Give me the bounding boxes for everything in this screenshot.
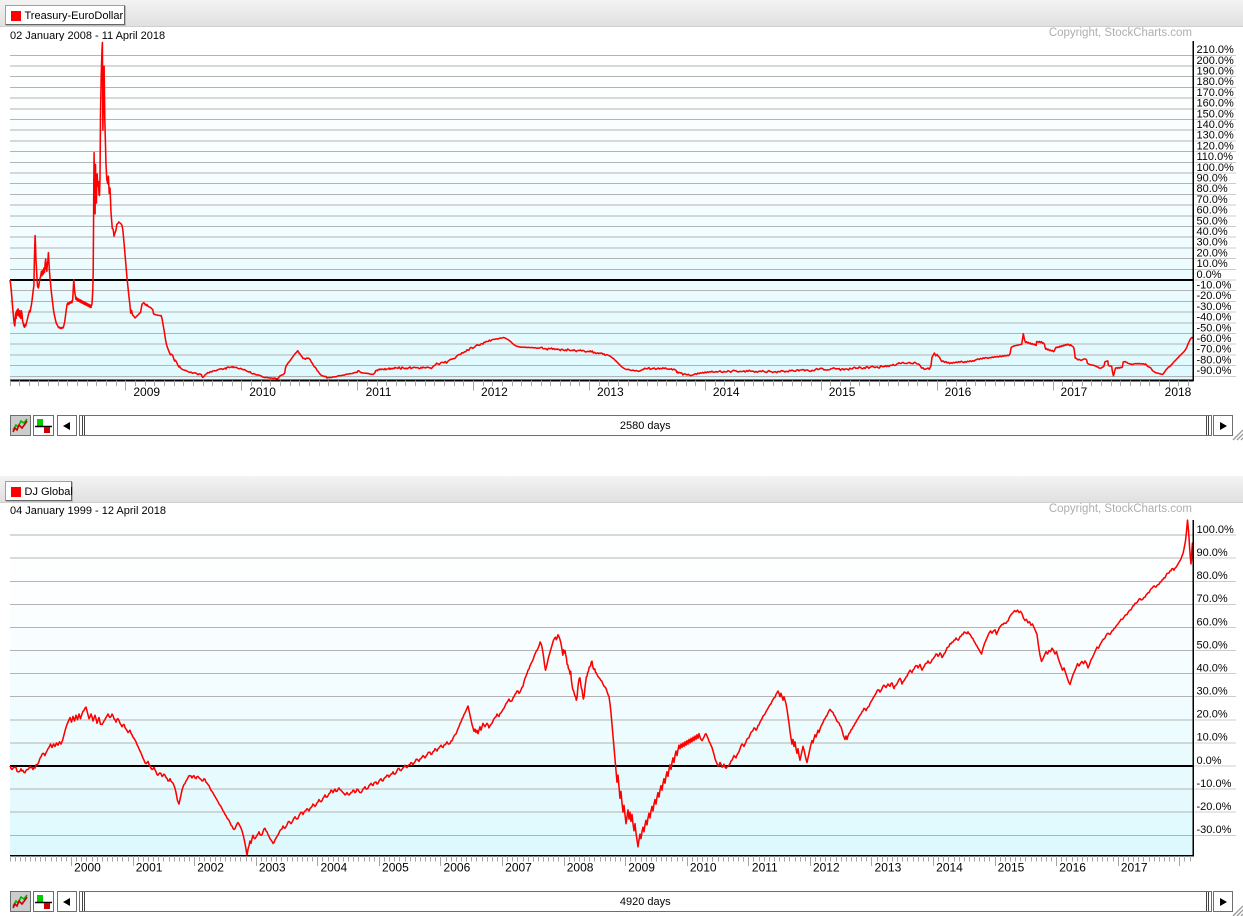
svg-text:2012: 2012 [481,385,508,399]
svg-text:2002: 2002 [197,860,224,874]
svg-text:2014: 2014 [936,860,963,874]
svg-text:-70.0%: -70.0% [1197,344,1232,356]
svg-text:200.0%: 200.0% [1197,55,1235,67]
svg-text:2009: 2009 [628,860,655,874]
svg-text:60.0%: 60.0% [1197,616,1228,628]
svg-text:80.0%: 80.0% [1197,183,1228,195]
svg-text:10.0%: 10.0% [1197,732,1228,744]
svg-text:80.0%: 80.0% [1197,570,1228,582]
svg-text:-90.0%: -90.0% [1197,365,1232,377]
svg-text:2010: 2010 [249,385,276,399]
svg-text:-10.0%: -10.0% [1197,778,1232,790]
svg-text:170.0%: 170.0% [1197,87,1235,99]
svg-text:150.0%: 150.0% [1197,108,1235,120]
svg-text:130.0%: 130.0% [1197,130,1235,142]
svg-text:-30.0%: -30.0% [1197,301,1232,313]
svg-text:50.0%: 50.0% [1197,639,1228,651]
svg-text:2011: 2011 [752,860,778,874]
svg-text:2010: 2010 [690,860,717,874]
svg-text:2011: 2011 [366,385,392,399]
svg-text:70.0%: 70.0% [1197,194,1228,206]
svg-text:2006: 2006 [444,860,471,874]
svg-text:-40.0%: -40.0% [1197,312,1232,324]
svg-text:2015: 2015 [998,860,1025,874]
svg-text:2004: 2004 [320,860,347,874]
svg-text:90.0%: 90.0% [1197,547,1228,559]
svg-text:2001: 2001 [136,860,163,874]
svg-text:-30.0%: -30.0% [1197,824,1232,836]
svg-text:10.0%: 10.0% [1197,258,1228,270]
svg-text:70.0%: 70.0% [1197,593,1228,605]
svg-text:-10.0%: -10.0% [1197,280,1232,292]
svg-text:-20.0%: -20.0% [1197,801,1232,813]
svg-text:-20.0%: -20.0% [1197,290,1232,302]
svg-text:40.0%: 40.0% [1197,226,1228,238]
svg-text:160.0%: 160.0% [1197,98,1235,110]
svg-text:40.0%: 40.0% [1197,662,1228,674]
svg-text:2005: 2005 [382,860,409,874]
svg-text:2008: 2008 [567,860,594,874]
svg-text:-50.0%: -50.0% [1197,322,1232,334]
svg-text:-80.0%: -80.0% [1197,354,1232,366]
svg-text:20.0%: 20.0% [1197,709,1228,721]
svg-text:2013: 2013 [875,860,902,874]
svg-text:2016: 2016 [945,385,972,399]
svg-text:100.0%: 100.0% [1197,162,1235,174]
svg-text:2003: 2003 [259,860,286,874]
svg-text:2017: 2017 [1121,860,1148,874]
svg-text:2016: 2016 [1059,860,1086,874]
svg-text:60.0%: 60.0% [1197,205,1228,217]
svg-text:2009: 2009 [133,385,160,399]
svg-text:2014: 2014 [713,385,740,399]
svg-text:2012: 2012 [813,860,840,874]
svg-text:2017: 2017 [1061,385,1088,399]
svg-text:140.0%: 140.0% [1197,119,1235,131]
svg-text:0.0%: 0.0% [1197,755,1222,767]
svg-text:20.0%: 20.0% [1197,247,1228,259]
svg-text:50.0%: 50.0% [1197,215,1228,227]
svg-text:0.0%: 0.0% [1197,269,1222,281]
svg-text:2007: 2007 [505,860,532,874]
svg-text:90.0%: 90.0% [1197,173,1228,185]
svg-text:110.0%: 110.0% [1197,151,1234,163]
svg-text:30.0%: 30.0% [1197,237,1228,249]
svg-text:30.0%: 30.0% [1197,686,1228,698]
svg-text:2013: 2013 [597,385,624,399]
svg-text:100.0%: 100.0% [1197,524,1235,536]
svg-text:2015: 2015 [829,385,856,399]
svg-text:190.0%: 190.0% [1197,66,1235,78]
svg-text:-60.0%: -60.0% [1197,333,1232,345]
svg-text:2018: 2018 [1165,385,1192,399]
svg-text:2000: 2000 [74,860,101,874]
svg-text:120.0%: 120.0% [1197,140,1235,152]
svg-text:180.0%: 180.0% [1197,76,1235,88]
svg-text:210.0%: 210.0% [1197,44,1235,56]
